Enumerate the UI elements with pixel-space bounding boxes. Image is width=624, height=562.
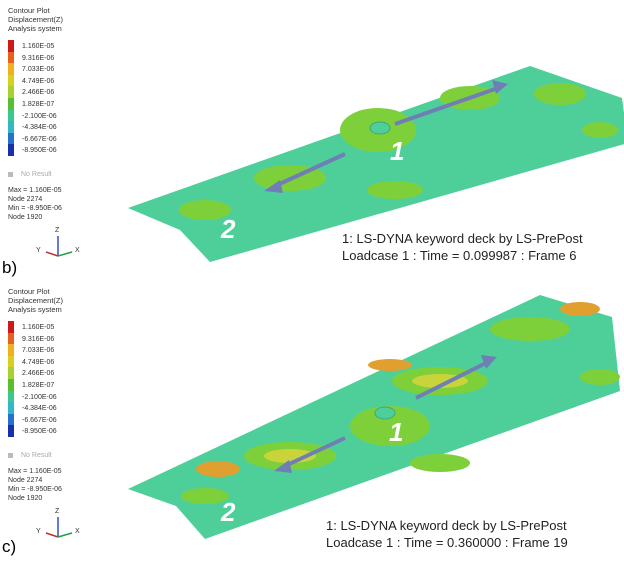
color-scale-bar (8, 321, 14, 437)
no-result-entry: No Result (8, 171, 52, 178)
direction-arrow (284, 436, 346, 468)
axis-triad-icon: Z X Y (36, 227, 80, 257)
scale-swatch (8, 378, 14, 391)
contour-patch (196, 461, 240, 477)
scale-swatch (8, 63, 14, 75)
contour-patch (580, 369, 620, 385)
scale-swatch (8, 425, 14, 437)
subfigure-label: b) (2, 258, 18, 277)
contour-plate-b: 1 2 (128, 66, 624, 262)
legend-values: 1.160E-05 9.316E-06 7.033E-06 4.749E-06 … (22, 43, 57, 155)
svg-text:Z: Z (55, 227, 60, 234)
scale-swatch (8, 355, 14, 368)
marker-1: 1 (389, 417, 403, 447)
plot-caption: 1: LS-DYNA keyword deck by LS-PrePost Lo… (326, 518, 568, 550)
scale-swatch (8, 132, 14, 145)
contour-patch (350, 406, 430, 446)
marker-2: 2 (220, 497, 236, 527)
scale-swatch (8, 367, 14, 379)
contour-patch (560, 302, 600, 316)
legend-values: 1.160E-05 9.316E-06 7.033E-06 4.749E-06 … (22, 324, 57, 436)
no-result-swatch (8, 452, 13, 458)
contour-patch (490, 317, 570, 341)
scale-swatch (8, 121, 14, 133)
marker-1: 1 (390, 136, 404, 166)
scale-swatch (8, 413, 14, 426)
scale-swatch (8, 40, 14, 52)
scale-swatch (8, 144, 14, 156)
scale-swatch (8, 402, 14, 414)
axis-triad-icon: Z X Y (36, 508, 80, 538)
no-result-swatch (8, 171, 13, 177)
min-max-stats: Max = 1.160E-05 Node 2274 Min = -8.950E-… (8, 187, 62, 221)
color-scale-bar (8, 40, 14, 156)
contour-plate-c: 1 2 (128, 295, 620, 539)
contour-patch (367, 181, 423, 199)
scale-swatch (8, 344, 14, 356)
scale-swatch (8, 321, 14, 333)
panel-b: 1 2 Contour Plot Displacement(Z) Analysi… (2, 6, 624, 277)
scale-swatch (8, 86, 14, 98)
marker-2: 2 (220, 214, 236, 244)
direction-arrow (274, 152, 346, 188)
direction-arrow (394, 86, 499, 126)
legend: Contour Plot Displacement(Z) Analysis sy… (8, 6, 118, 221)
scale-swatch (8, 109, 14, 122)
svg-text:X: X (75, 247, 80, 254)
arrow-head (274, 460, 292, 473)
contour-patch (374, 406, 396, 420)
min-max-stats: Max = 1.160E-05 Node 2274 Min = -8.950E-… (8, 468, 62, 502)
contour-patch (181, 488, 229, 504)
legend: Contour Plot Displacement(Z) Analysis sy… (8, 287, 118, 502)
svg-text:X: X (75, 528, 80, 535)
arrow-head (481, 355, 497, 369)
contour-patch (582, 122, 618, 138)
contour-patch (369, 121, 391, 135)
scale-swatch (8, 390, 14, 403)
svg-text:Y: Y (36, 247, 41, 254)
subfigure-label: c) (2, 537, 17, 556)
contour-patch (179, 200, 231, 220)
scale-swatch (8, 74, 14, 87)
plot-header: Contour Plot Displacement(Z) Analysis sy… (8, 287, 64, 314)
panel-c: 1 2 Contour Plot Displacement(Z) Analysi… (0, 281, 624, 562)
scale-swatch (8, 51, 14, 64)
arrow-head (492, 80, 508, 94)
contour-patch (534, 83, 586, 105)
scale-swatch (8, 97, 14, 110)
scale-swatch (8, 332, 14, 345)
contour-patch (368, 359, 412, 371)
direction-arrow (415, 361, 487, 400)
plot-header: Contour Plot Displacement(Z) Analysis sy… (8, 6, 64, 33)
plot-caption: 1: LS-DYNA keyword deck by LS-PrePost Lo… (342, 231, 583, 263)
no-result-entry: No Result (8, 452, 52, 459)
plate-surface (128, 66, 624, 262)
svg-text:Y: Y (36, 528, 41, 535)
arrow-head (264, 180, 283, 193)
contour-patch (410, 454, 470, 472)
svg-text:Z: Z (55, 508, 60, 515)
